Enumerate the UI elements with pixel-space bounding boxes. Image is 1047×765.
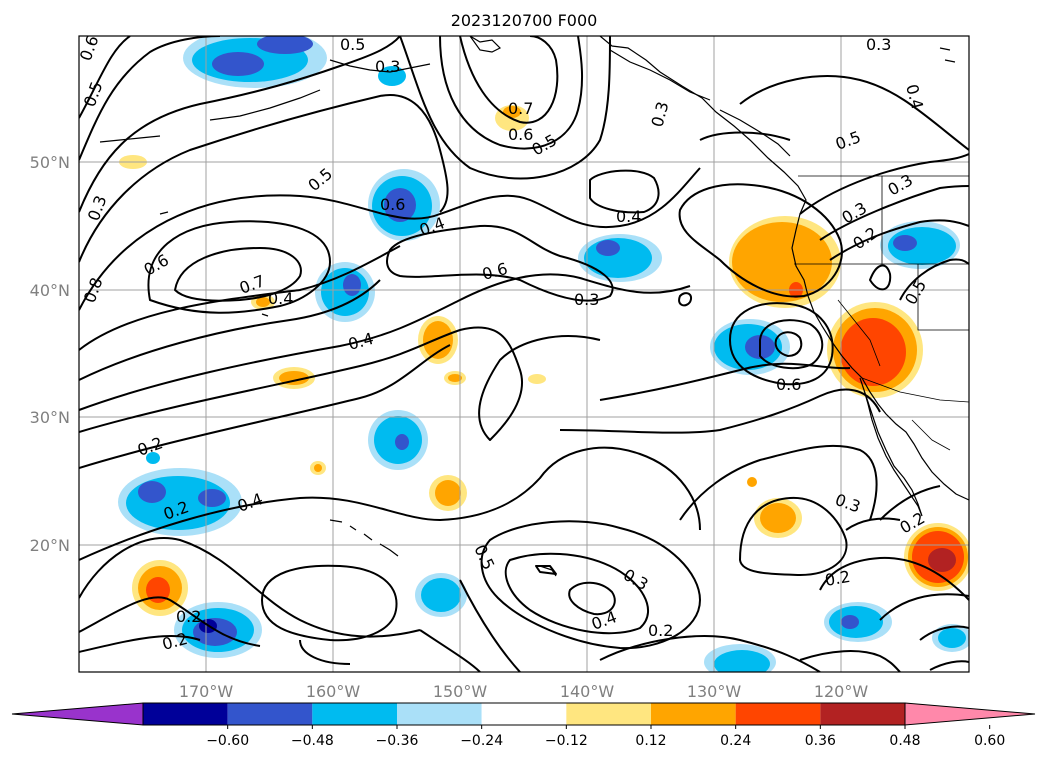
- contour-label: 0.3: [375, 57, 400, 76]
- colorbar-swatch: [735, 703, 821, 725]
- positive-anomaly-blob: [904, 523, 969, 591]
- colorbar: −0.60 −0.48 −0.36 −0.24 −0.12 0.12 0.24 0.36 0.4…: [11, 702, 1036, 749]
- negative-anomaly-blob: [704, 644, 776, 672]
- colorbar-swatch: [227, 703, 313, 725]
- colorbar-tick-label: 0.60: [974, 733, 1005, 749]
- colorbar-tick-label: 0.12: [635, 733, 666, 749]
- lat-label: 30°N: [30, 408, 70, 427]
- colorbar-swatch: [651, 703, 736, 725]
- colorbar-tick-label: 0.48: [889, 733, 920, 749]
- map-frame: [78, 35, 970, 673]
- colorbar-swatch: [566, 703, 651, 725]
- colorbar-tick-label: −0.36: [376, 733, 419, 749]
- colorbar-tick-label: −0.24: [460, 733, 503, 749]
- contour-label: 0.3: [866, 35, 891, 54]
- colorbar-swatch: [481, 703, 567, 725]
- positive-anomaly-blob: [119, 155, 757, 487]
- positive-anomaly-blob: [729, 216, 841, 308]
- negative-anomaly-blob: [932, 624, 969, 652]
- colorbar-tick-label: −0.60: [206, 733, 249, 749]
- colorbar-swatch: [820, 703, 905, 725]
- colorbar-swatch: [397, 703, 482, 725]
- contour-label: 0.6: [776, 375, 801, 394]
- negative-anomaly-blob: [368, 169, 440, 241]
- contour-label: 0.2: [648, 621, 673, 640]
- negative-anomaly-blob: [146, 452, 160, 464]
- contour-label: 0.2: [823, 567, 851, 590]
- map-content: 0.6 0.5 0.3 0.5 0.7 0.6 0.5 0.3 0.3 0.4 …: [79, 35, 969, 672]
- contour-label: 0.3: [574, 290, 599, 309]
- contour-label: 0.5: [340, 35, 365, 54]
- contour-label: 0.2: [176, 607, 201, 626]
- lon-label: 150°W: [433, 682, 488, 701]
- lon-label: 170°W: [179, 682, 234, 701]
- contour-label: 0.7: [508, 99, 533, 118]
- contour-lines: [79, 36, 969, 672]
- colorbar-tick-label: −0.48: [291, 733, 334, 749]
- lon-label: 140°W: [560, 682, 615, 701]
- longitude-labels: 170°W 160°W 150°W 140°W 130°W 120°W: [179, 682, 869, 701]
- shaded-field: [118, 36, 969, 672]
- colorbar-tick-label: −0.12: [545, 733, 588, 749]
- positive-anomaly-blob: [754, 498, 802, 538]
- positive-anomaly-blob: [827, 302, 923, 398]
- negative-anomaly-blob: [368, 410, 428, 470]
- colorbar-swatch: [312, 703, 397, 725]
- colorbar-extend-low: [11, 702, 144, 726]
- latitude-labels: 50°N 40°N 30°N 20°N: [30, 153, 70, 555]
- negative-anomaly-blob: [118, 468, 242, 536]
- negative-anomaly-blob: [174, 602, 262, 658]
- negative-anomaly-blob: [315, 262, 375, 322]
- contour-label: 0.6: [508, 125, 533, 144]
- lat-label: 40°N: [30, 281, 70, 300]
- negative-anomaly-blob: [578, 234, 662, 282]
- negative-anomaly-blob: [183, 36, 327, 88]
- negative-anomaly-blob: [824, 602, 892, 642]
- contour-label: 0.4: [268, 289, 293, 308]
- contour-label: 0.4: [616, 207, 641, 226]
- lon-label: 120°W: [814, 682, 869, 701]
- map-title: 2023120700 F000: [451, 11, 598, 30]
- lon-label: 160°W: [306, 682, 361, 701]
- contour-label: 0.6: [380, 195, 405, 214]
- colorbar-swatch: [143, 703, 228, 725]
- colorbar-tick-label: 0.36: [805, 733, 836, 749]
- colorbar-extend-high: [904, 702, 1036, 726]
- positive-anomaly-blob: [429, 475, 467, 511]
- lat-label: 50°N: [30, 153, 70, 172]
- colorbar-frame: [142, 702, 906, 726]
- positive-anomaly-blob: [418, 316, 458, 364]
- negative-anomaly-blob: [415, 573, 467, 617]
- lon-label: 130°W: [687, 682, 742, 701]
- colorbar-tick-label: 0.24: [720, 733, 751, 749]
- lat-label: 20°N: [30, 536, 70, 555]
- negative-anomaly-blob: [880, 221, 960, 269]
